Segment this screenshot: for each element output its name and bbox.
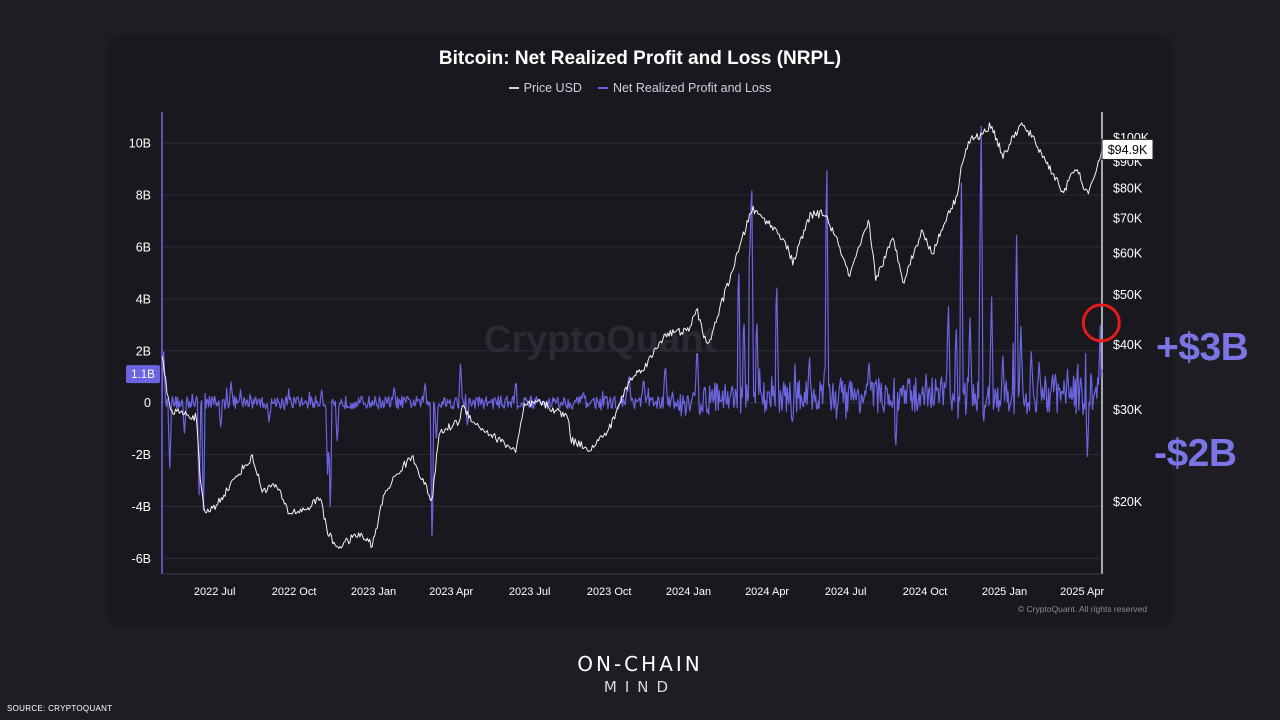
x-tick-label: 2023 Jan <box>351 586 396 598</box>
chart-title: Bitcoin: Net Realized Profit and Loss (N… <box>438 48 842 69</box>
highlight-circle <box>1081 303 1121 343</box>
left-tick-label: -2B <box>132 448 151 462</box>
left-tick-label: -6B <box>132 552 151 566</box>
legend-item-price[interactable]: Price USD <box>508 81 582 95</box>
x-tick-label: 2024 Jul <box>825 586 867 598</box>
price-series-line <box>161 122 1103 549</box>
right-tick-label: $20K <box>1113 495 1143 509</box>
right-tick-label: $50K <box>1113 288 1143 302</box>
left-tick-label: 10B <box>129 137 151 151</box>
left-tick-label: 6B <box>136 240 151 254</box>
brand-logo: ON-CHAIN MIND <box>0 652 1280 696</box>
x-tick-label: 2024 Apr <box>745 586 789 598</box>
nrpl-swatch <box>597 87 608 89</box>
left-tick-label: 4B <box>136 292 151 306</box>
annotation-negative: -$2B <box>1154 432 1237 475</box>
annotation-positive: +$3B <box>1156 326 1249 369</box>
brand-line-2: MIND <box>603 678 677 696</box>
left-tick-label: 0 <box>144 396 151 410</box>
right-tick-label: $70K <box>1113 212 1143 226</box>
source-credit: SOURCE: CRYPTOQUANT <box>7 704 113 713</box>
left-tick-label: 8B <box>136 189 151 203</box>
price-swatch <box>508 87 519 89</box>
left-tick-label: -4B <box>132 500 151 514</box>
chart-legend[interactable]: Price USD Net Realized Profit and Loss <box>0 81 1280 95</box>
right-tick-label: $40K <box>1113 338 1143 352</box>
price-current-badge <box>1101 138 1154 160</box>
right-tick-label: $30K <box>1113 403 1143 417</box>
x-tick-label: 2024 Oct <box>903 586 948 598</box>
brand-line-1: ON-CHAIN <box>577 652 703 676</box>
legend-label-nrpl: Net Realized Profit and Loss <box>612 81 772 95</box>
legend-label-price: Price USD <box>523 81 582 95</box>
legend-item-nrpl[interactable]: Net Realized Profit and Loss <box>597 81 772 95</box>
watermark-text: CryptoQuant <box>484 319 717 361</box>
x-tick-label: 2024 Jan <box>666 586 711 598</box>
right-tick-label: $60K <box>1113 247 1143 261</box>
left-tick-label: 2B <box>136 344 151 358</box>
nrpl-current-value: 1.1B <box>131 369 155 381</box>
price-current-value: $94.9K <box>1108 143 1148 157</box>
x-tick-label: 2022 Jul <box>194 586 236 598</box>
nrpl-current-badge <box>126 365 160 384</box>
right-tick-label: $80K <box>1113 182 1143 196</box>
x-tick-label: 2025 Jan <box>982 586 1027 598</box>
copyright-text: © CryptoQuant. All rights reserved <box>1017 604 1147 614</box>
nrpl-series-line <box>161 125 1103 537</box>
x-tick-label: 2023 Oct <box>587 586 632 598</box>
x-tick-label: 2025 Apr <box>1060 586 1104 598</box>
x-tick-label: 2023 Jul <box>509 586 551 598</box>
x-tick-label: 2022 Oct <box>272 586 317 598</box>
x-tick-label: 2023 Apr <box>429 586 473 598</box>
